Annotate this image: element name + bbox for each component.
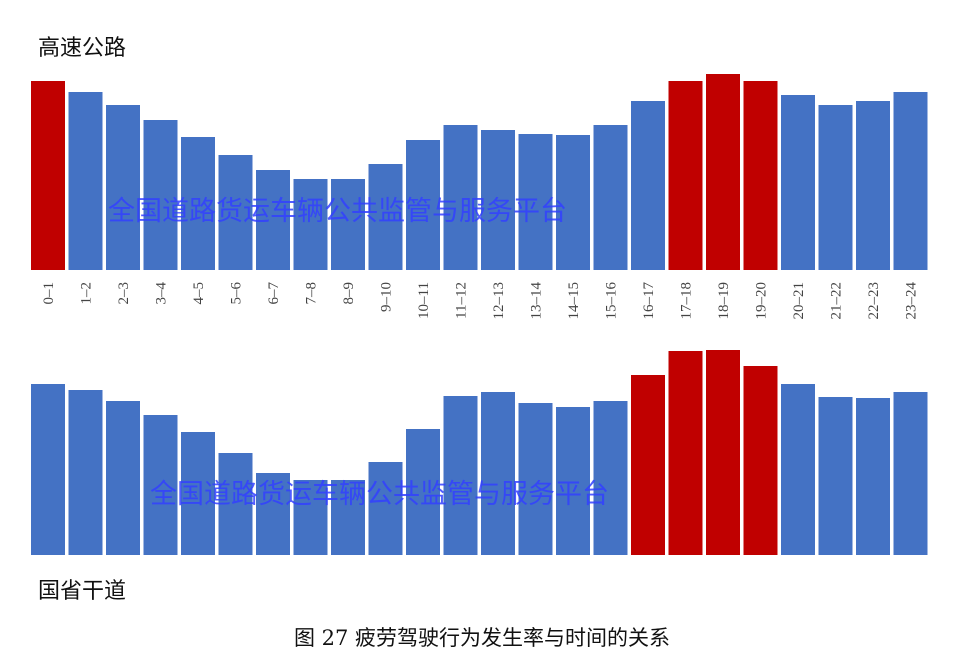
x-tick-label: 1–2 (79, 282, 95, 305)
bar-1-2 (68, 390, 103, 555)
x-tick-label: 5–6 (229, 282, 245, 305)
top-watermark: 全国道路货运车辆公共监管与服务平台 (108, 196, 567, 227)
x-tick-label: 0–1 (41, 282, 57, 305)
bar-22-23 (856, 398, 890, 555)
bar-12-13 (481, 130, 515, 270)
bar-14-15 (556, 135, 590, 270)
bar-2-3 (106, 105, 140, 270)
x-tick-label: 8–9 (341, 282, 357, 305)
bar-8-9 (331, 480, 365, 555)
bar-6-7 (256, 473, 290, 555)
bar-11-12 (443, 396, 478, 555)
x-tick-label: 7–8 (304, 282, 320, 305)
bar-9-10 (368, 164, 403, 270)
x-tick-label: 16–17 (641, 282, 657, 320)
bar-14-15 (556, 407, 590, 555)
bar-20-21 (781, 95, 815, 270)
bar-9-10 (368, 462, 403, 555)
x-tick-label: 19–20 (754, 282, 770, 320)
bar-4-5 (181, 432, 215, 555)
x-tick-label: 20–21 (791, 282, 807, 320)
bar-16-17 (631, 375, 665, 555)
x-tick-label: 17–18 (679, 282, 695, 320)
bar-10-11 (406, 429, 440, 555)
x-tick-label: 10–11 (416, 282, 432, 319)
x-tick-label: 21–22 (829, 282, 845, 320)
x-tick-label: 23–24 (904, 282, 920, 320)
x-tick-label: 9–10 (379, 282, 395, 312)
bar-3-4 (143, 415, 178, 555)
x-tick-label: 18–19 (716, 282, 732, 320)
bar-21-22 (818, 397, 853, 555)
x-tick-label: 13–14 (529, 282, 545, 320)
bar-6-7 (256, 170, 290, 270)
x-tick-label: 12–13 (491, 282, 507, 320)
bar-8-9 (331, 179, 365, 270)
bar-15-16 (593, 401, 628, 555)
bar-7-8 (293, 179, 328, 270)
bar-3-4 (143, 120, 178, 270)
bar-5-6 (218, 453, 253, 555)
bar-0-1 (31, 81, 65, 270)
bar-13-14 (518, 134, 553, 270)
bar-16-17 (631, 101, 665, 270)
bar-21-22 (818, 105, 853, 270)
figure-caption: 图 27 疲劳驾驶行为发生率与时间的关系 (294, 626, 670, 650)
bar-7-8 (293, 480, 328, 555)
bar-20-21 (781, 384, 815, 555)
bottom-chart-bars (31, 350, 928, 555)
x-tick-label: 2–3 (116, 282, 132, 305)
bar-5-6 (218, 155, 253, 270)
bar-15-16 (593, 125, 628, 270)
bottom-chart-title: 国省干道 (38, 579, 126, 604)
x-tick-label: 14–15 (566, 282, 582, 320)
bar-23-24 (893, 92, 928, 270)
x-tick-label: 15–16 (604, 282, 620, 320)
x-tick-label: 4–5 (191, 282, 207, 305)
bar-13-14 (518, 403, 553, 555)
bar-19-20 (743, 81, 778, 270)
bar-18-19 (706, 350, 740, 555)
top-chart-x-ticks: 0–1 1–2 2–3 3–4 4–5 5–6 6–7 7–8 8–9 9–10 10–11 11–1… (41, 282, 920, 320)
bar-1-2 (68, 92, 103, 270)
top-chart-title: 高速公路 (38, 36, 126, 61)
bar-22-23 (856, 101, 890, 270)
x-tick-label: 22–23 (866, 282, 882, 320)
bar-2-3 (106, 401, 140, 555)
bar-23-24 (893, 392, 928, 555)
bar-17-18 (668, 81, 703, 270)
bar-18-19 (706, 74, 740, 270)
bar-10-11 (406, 140, 440, 270)
top-chart-bars (31, 74, 928, 270)
bar-0-1 (31, 384, 65, 555)
bar-17-18 (668, 351, 703, 555)
x-tick-label: 6–7 (266, 282, 282, 305)
bar-4-5 (181, 137, 215, 270)
bottom-watermark: 全国道路货运车辆公共监管与服务平台 (150, 479, 609, 510)
x-tick-label: 3–4 (154, 282, 170, 305)
bar-12-13 (481, 392, 515, 555)
x-tick-label: 11–12 (454, 282, 470, 319)
bar-11-12 (443, 125, 478, 270)
bar-19-20 (743, 366, 778, 555)
